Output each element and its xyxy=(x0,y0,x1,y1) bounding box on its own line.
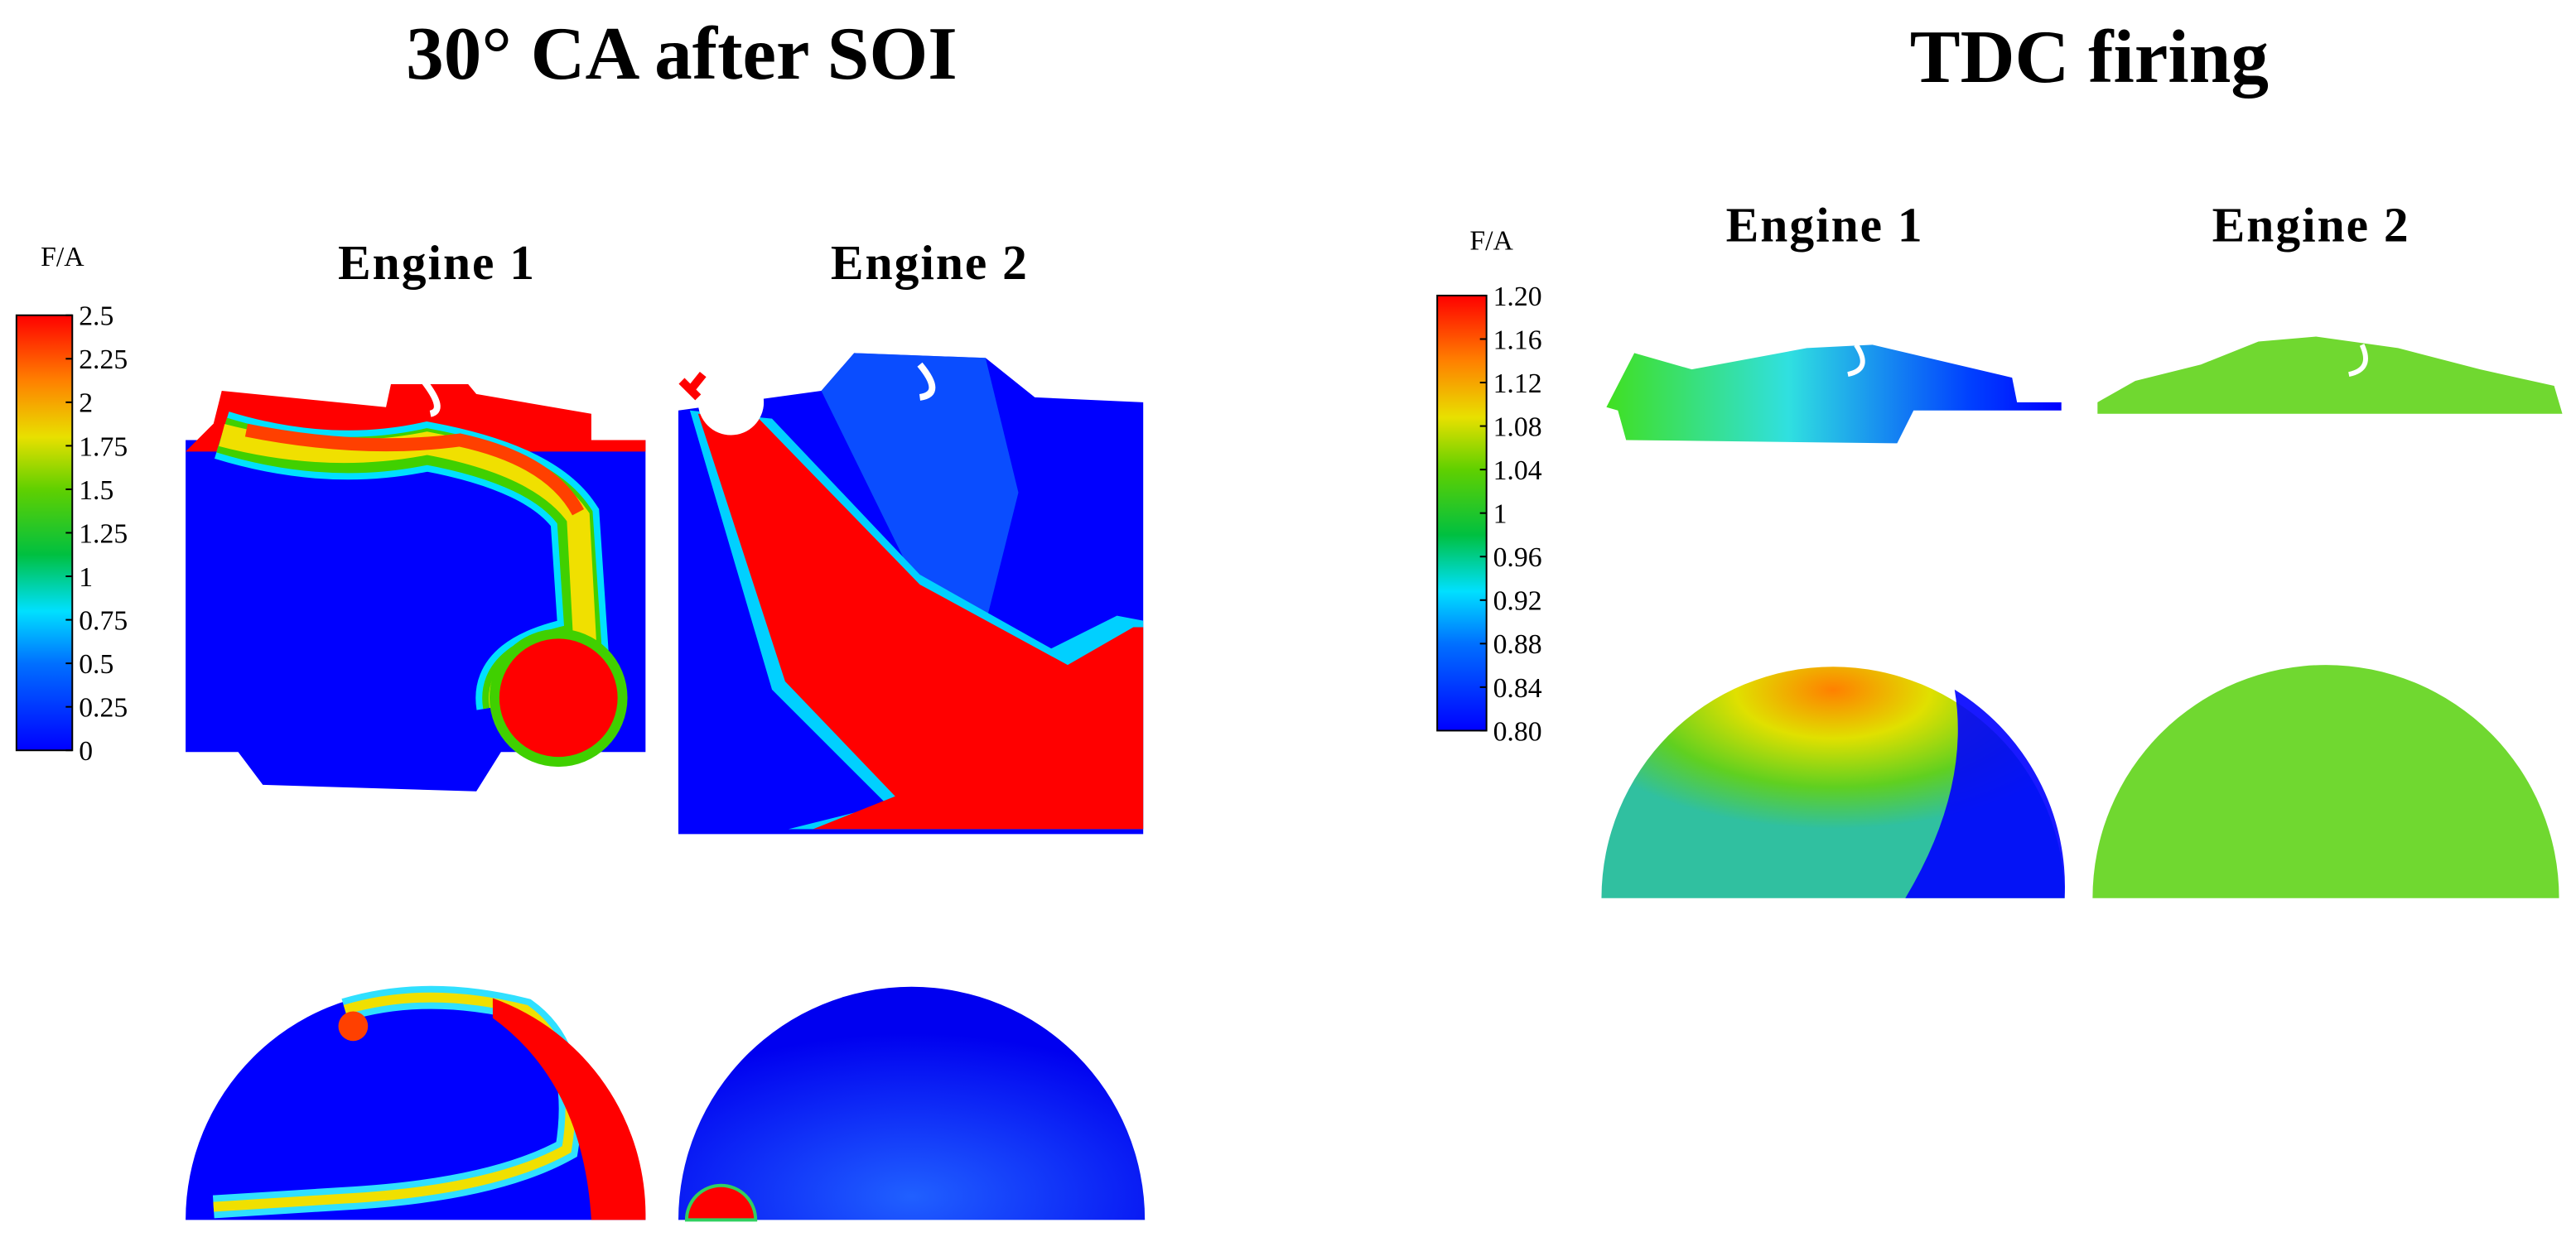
colorbar-tick-label: 1.5 xyxy=(79,475,113,506)
colorbar-tick-label: 0.75 xyxy=(79,605,128,636)
colorbar xyxy=(1436,294,1488,732)
contour-image xyxy=(678,353,1144,835)
colorbar-tick-label: 0.92 xyxy=(1493,586,1542,617)
colorbar-tick-label: 1.16 xyxy=(1493,325,1542,355)
colorbar-tick-label: 0.84 xyxy=(1493,673,1542,704)
engine-label: Engine 2 xyxy=(831,235,1029,290)
panel-title: 30° CA after SOI xyxy=(406,12,958,95)
colorbar xyxy=(15,314,74,752)
engine-label: Engine 1 xyxy=(1726,198,1924,253)
colorbar-tick-label: 0.80 xyxy=(1493,716,1542,747)
colorbar-tick-label: 2 xyxy=(79,388,93,419)
colorbar-label: F/A xyxy=(41,242,84,272)
colorbar-tick-label: 0.96 xyxy=(1493,542,1542,573)
contour-image xyxy=(186,378,646,792)
colorbar-tick-label: 0.25 xyxy=(79,693,128,724)
colorbar-tick-label: 1.20 xyxy=(1493,282,1542,312)
engine-label: Engine 1 xyxy=(338,235,536,290)
colorbar-tick-label: 0.5 xyxy=(79,649,113,680)
colorbar-tick-label: 2.5 xyxy=(79,301,113,332)
colorbar-tick-label: 1.12 xyxy=(1493,368,1542,399)
contour-image xyxy=(1601,336,2563,898)
colorbar-tick-label: 1.75 xyxy=(79,431,128,462)
colorbar-tick-label: 2.25 xyxy=(79,344,128,375)
colorbar-tick-label: 1 xyxy=(1493,499,1507,530)
colorbar-tick-label: 0.88 xyxy=(1493,629,1542,660)
panel-title: TDC firing xyxy=(1910,15,2269,99)
engine-label: Engine 2 xyxy=(2212,198,2410,253)
colorbar-tick-label: 1 xyxy=(79,562,93,593)
colorbar-label: F/A xyxy=(1469,225,1513,256)
colorbar-tick-label: 1.08 xyxy=(1493,412,1542,442)
colorbar-tick-label: 1.04 xyxy=(1493,455,1542,486)
colorbar-tick-label: 0 xyxy=(79,736,93,767)
colorbar-tick-label: 1.25 xyxy=(79,518,128,549)
contour-image xyxy=(186,985,1146,1222)
